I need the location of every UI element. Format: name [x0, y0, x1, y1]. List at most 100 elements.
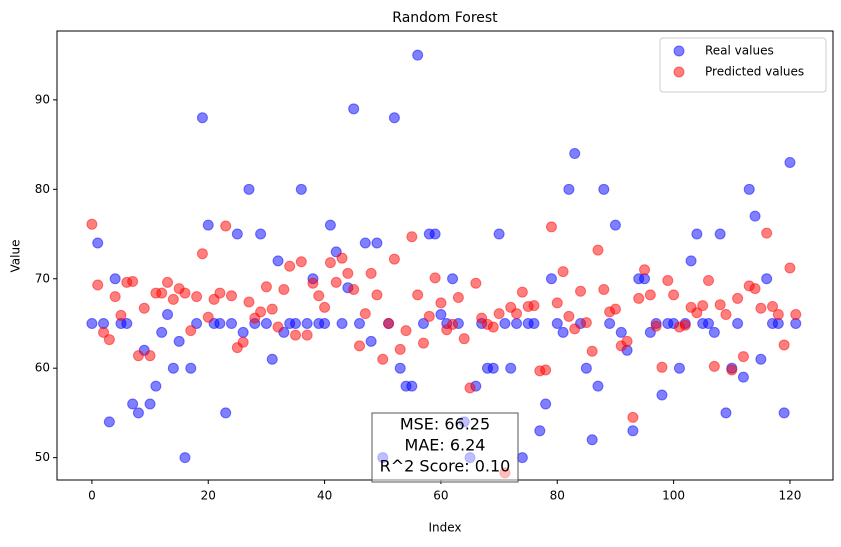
point	[447, 318, 459, 330]
point	[726, 364, 738, 376]
point	[592, 244, 604, 256]
x-tick-label: 0	[88, 489, 96, 503]
point	[388, 253, 400, 265]
point	[237, 336, 249, 348]
point	[557, 326, 569, 338]
point	[621, 335, 633, 347]
y-tick-label: 50	[35, 450, 50, 464]
point	[627, 411, 639, 423]
point	[290, 329, 302, 341]
point	[470, 277, 482, 289]
point	[662, 275, 674, 287]
point	[656, 361, 668, 373]
point	[586, 434, 598, 446]
point	[633, 292, 645, 304]
point	[545, 273, 557, 285]
point	[132, 407, 144, 419]
y-axis-label: Value	[9, 240, 23, 273]
point	[127, 398, 139, 410]
point	[295, 256, 307, 268]
point	[732, 292, 744, 304]
point	[778, 339, 790, 351]
point	[179, 452, 191, 464]
point	[604, 317, 616, 329]
point	[202, 311, 214, 323]
point	[243, 296, 255, 308]
annotation-text: MAE: 6.24	[405, 436, 486, 455]
point	[156, 326, 168, 338]
point	[679, 319, 691, 331]
point	[452, 292, 464, 304]
point	[191, 291, 203, 303]
point	[429, 228, 441, 240]
point	[353, 317, 365, 329]
point	[598, 283, 610, 295]
point	[784, 156, 796, 168]
point	[371, 289, 383, 301]
point	[365, 267, 377, 279]
point	[458, 333, 470, 345]
point	[720, 407, 732, 419]
point	[115, 309, 127, 321]
point	[639, 264, 651, 276]
point	[231, 228, 243, 240]
point	[586, 345, 598, 357]
point	[691, 307, 703, 319]
y-tick-label: 60	[35, 361, 50, 375]
y-tick-label: 90	[35, 92, 50, 106]
point	[737, 351, 749, 363]
point	[714, 299, 726, 311]
point	[778, 407, 790, 419]
point	[109, 291, 121, 303]
point	[429, 272, 441, 284]
point	[464, 382, 476, 394]
point	[162, 309, 174, 321]
point	[86, 317, 98, 329]
point	[412, 289, 424, 301]
point	[162, 276, 174, 288]
point	[336, 317, 348, 329]
point	[220, 407, 232, 419]
point	[749, 283, 761, 295]
point	[226, 290, 238, 302]
point	[290, 317, 302, 329]
point	[185, 325, 197, 337]
x-tick-label: 40	[317, 489, 332, 503]
point	[371, 237, 383, 249]
x-tick-label: 20	[201, 489, 216, 503]
point	[103, 334, 115, 346]
point	[237, 326, 249, 338]
point	[557, 266, 569, 278]
point	[243, 183, 255, 195]
legend-label: Predicted values	[705, 65, 804, 79]
point	[540, 364, 552, 376]
point	[435, 309, 447, 321]
point	[196, 248, 208, 260]
point	[319, 317, 331, 329]
point	[703, 317, 715, 329]
point	[732, 317, 744, 329]
point	[324, 257, 336, 269]
point	[109, 273, 121, 285]
point	[551, 317, 563, 329]
point	[394, 343, 406, 355]
x-tick-label: 100	[662, 489, 685, 503]
chart-title: Random Forest	[392, 10, 498, 26]
point	[447, 273, 459, 285]
legend-box	[659, 37, 827, 93]
point	[673, 362, 685, 374]
point	[749, 210, 761, 222]
point	[755, 353, 767, 365]
point	[511, 308, 523, 320]
legend-label: Real values	[705, 44, 774, 58]
point	[313, 290, 325, 302]
point	[540, 398, 552, 410]
point	[348, 283, 360, 295]
point	[697, 300, 709, 312]
point	[493, 308, 505, 320]
point	[609, 219, 621, 231]
point	[761, 227, 773, 239]
point	[92, 279, 104, 291]
legend-marker	[673, 66, 685, 78]
point	[214, 287, 226, 299]
